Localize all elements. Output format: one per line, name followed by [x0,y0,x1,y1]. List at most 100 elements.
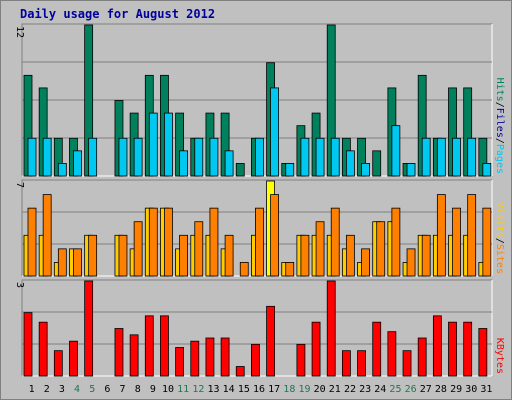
x-tick-3: 3 [59,384,65,395]
bar-files-day-7 [118,137,128,177]
x-tick-18: 18 [283,384,295,395]
x-tick-24: 24 [374,384,386,395]
bar-visits-day-10 [164,207,173,277]
bar-visits-day-3 [57,248,67,277]
bar-visits-day-9 [148,207,158,277]
legend-visits: Visits [494,202,505,238]
x-tick-14: 14 [223,384,235,395]
bar-kbytes-day-1 [23,312,33,377]
bar-files-day-12 [194,137,204,177]
bar-visits-day-29 [452,207,461,277]
x-tick-25: 25 [389,384,401,395]
bar-visits-day-5 [88,234,98,277]
x-tick-27: 27 [420,384,432,395]
bar-hits-day-24 [372,150,382,177]
x-tick-12: 12 [192,384,204,395]
x-tick-15: 15 [238,384,250,395]
x-tick-5: 5 [89,384,95,395]
legend: Visits/Sites [494,202,505,274]
bar-kbytes-day-24 [372,321,382,377]
x-tick-6: 6 [104,384,110,395]
bar-files-day-17 [270,87,279,177]
bar-kbytes-day-4 [69,340,78,377]
bar-visits-day-17 [270,194,279,277]
x-tick-17: 17 [268,384,280,395]
x-tick-4: 4 [74,384,80,395]
x-tick-10: 10 [162,384,174,395]
x-tick-29: 29 [450,384,462,395]
bar-visits-day-31 [482,207,492,277]
bar-kbytes-day-27 [417,337,427,377]
bar-files-day-18 [285,163,295,177]
bar-kbytes-day-16 [251,343,260,377]
bar-kbytes-day-30 [463,321,473,377]
bar-kbytes-day-11 [175,347,185,377]
bar-files-day-31 [482,163,492,177]
legend-pages: Pages [494,144,505,174]
bar-visits-day-26 [406,248,416,277]
bar-kbytes-day-20 [311,321,321,377]
bar-kbytes-day-13 [205,337,215,377]
bar-visits-day-25 [391,207,401,277]
panel-sites-visits: 7 Visits/Sites [14,179,505,277]
bar-visits-day-12 [194,221,204,277]
panel-kbytes: 3 KBytes [14,279,505,377]
bar-kbytes-day-29 [448,321,457,377]
bar-kbytes-day-15 [235,366,245,377]
bar-files-day-22 [345,150,355,177]
bar-visits-day-16 [255,207,264,277]
bar-kbytes-day-7 [114,328,124,377]
bar-visits-day-21 [330,207,340,277]
bar-visits-day-22 [345,234,355,277]
bar-visits-day-18 [285,262,295,277]
bar-files-day-4 [73,150,82,177]
bar-files-day-10 [164,112,173,177]
bar-files-day-14 [224,150,234,177]
x-tick-31: 31 [480,384,492,395]
bar-kbytes-day-21 [326,280,336,377]
bar-kbytes-day-14 [220,337,230,377]
x-tick-28: 28 [435,384,447,395]
bar-kbytes-day-26 [402,350,412,377]
bar-visits-day-7 [118,234,128,277]
bar-files-day-30 [467,137,477,177]
bar-hits-day-15 [235,163,245,177]
x-tick-22: 22 [344,384,356,395]
legend-sites: Sites [494,244,505,274]
x-tick-2: 2 [44,384,50,395]
x-tick-11: 11 [177,384,189,395]
bar-kbytes-day-17 [266,305,275,377]
legend-kbytes: KBytes [494,338,505,374]
x-tick-21: 21 [329,384,341,395]
x-tick-26: 26 [405,384,417,395]
y-max-label: 3 [14,282,25,288]
y-max-label: 7 [14,182,25,188]
x-tick-23: 23 [359,384,371,395]
bar-kbytes-day-8 [129,334,139,377]
bar-visits-day-14 [224,234,234,277]
bar-kbytes-day-23 [357,350,366,377]
x-tick-13: 13 [207,384,219,395]
bar-files-day-20 [315,137,325,177]
legend: Hits/Files/Pages [494,78,505,174]
bar-visits-day-4 [73,248,82,277]
bar-kbytes-day-19 [296,343,306,377]
bar-files-day-13 [209,137,219,177]
legend-hits: Hits [494,78,505,102]
bar-kbytes-day-3 [53,350,63,377]
x-tick-9: 9 [150,384,156,395]
bar-kbytes-day-9 [144,315,154,377]
bar-files-day-3 [57,163,67,177]
bar-visits-day-11 [179,234,189,277]
bar-visits-day-19 [300,234,310,277]
bar-visits-day-27 [421,234,431,277]
bar-files-day-21 [330,137,340,177]
bar-kbytes-day-28 [432,315,442,377]
x-tick-19: 19 [298,384,310,395]
bar-visits-day-13 [209,207,219,277]
bar-files-day-9 [148,112,158,177]
bar-visits-day-15 [239,262,249,277]
bar-files-day-1 [27,137,37,177]
